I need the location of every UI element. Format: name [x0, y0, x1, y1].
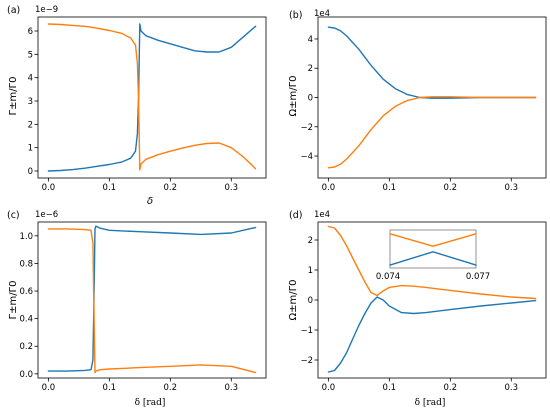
- panel-d-ytick-label: −1: [300, 326, 313, 336]
- inset-xtick-label: 0.074: [376, 272, 400, 282]
- panel-d-ytick-label: 1: [308, 266, 313, 276]
- panel-a-xtick-label: 0.2: [164, 183, 178, 193]
- panel-b-xtick-label: 0.3: [504, 183, 518, 193]
- panel-b-ytick-label: −2: [300, 123, 313, 133]
- panel-a-ytick-label: 6: [28, 27, 33, 37]
- panel-b-ytick-label: −4: [300, 152, 313, 162]
- panel-c-ytick-label: 0.2: [19, 342, 33, 352]
- panel-b-ytick-label: 2: [308, 64, 313, 74]
- panel-b-series-1-line: [327, 96, 537, 169]
- panel-a-axes-frame: [37, 16, 267, 179]
- panel-d-label: (d): [289, 210, 302, 221]
- panel-b-xtick-label: 0.2: [444, 183, 458, 193]
- panel-c-ylabel: Γ±m/Γ0: [8, 281, 19, 320]
- panel-a-xtick-label: 0.1: [103, 183, 117, 193]
- panel-d-offset-text: 1e4: [314, 210, 330, 220]
- panel-a-xtick-label: 0.0: [42, 183, 56, 193]
- panel-b-xtick-label: 0.1: [383, 183, 397, 193]
- panel-c-ytick-label: 0.8: [19, 259, 33, 269]
- panel-d-xlabel: δ [rad]: [415, 398, 446, 408]
- panel-b-label: (b): [289, 10, 302, 21]
- panel-d-xtick-label: 0.0: [322, 383, 336, 393]
- panel-a-label: (a): [7, 5, 20, 16]
- panel-d-xtick-label: 0.2: [444, 383, 458, 393]
- panel-a-xtick-label: 0.3: [224, 183, 238, 193]
- panel-a-plot: 0.0 0.1 0.2 0.3 0 1 2 3 4 5 6: [28, 16, 267, 193]
- panel-c-xtick-label: 0.3: [224, 383, 238, 393]
- panel-b: (b) 1e4 Ω±m/Γ0 0.0 0.1 0.2 0.3 −4 −2 0 2 4: [288, 9, 547, 193]
- panel-c-label: (c): [7, 210, 20, 221]
- panel-d-plot: 0.0 0.1 0.2 0.3 −2 −1 0 1 2: [300, 221, 547, 393]
- panel-a-ytick-label: 4: [28, 74, 33, 84]
- panel-b-series-0-line: [327, 26, 537, 99]
- panel-b-plot: 0.0 0.1 0.2 0.3 −4 −2 0 2 4: [300, 16, 547, 193]
- inset-series-1-line: [389, 251, 477, 266]
- panel-c: (c) 1e−6 Γ±m/Γ0 δ [rad] 0.0 0.1 0.2 0.30.00…: [7, 210, 267, 408]
- panel-c-offset-text: 1e−6: [35, 210, 58, 220]
- inset-series-0-line: [389, 233, 477, 247]
- panel-d-ytick-label: 0: [308, 296, 313, 306]
- panel-a-series-1-line: [47, 23, 257, 171]
- panel-d-xtick-label: 0.3: [504, 383, 518, 393]
- panel-a: (a) 1e−9 Γ±m/Γ0 δ 0.0 0.1 0.2 0.3 0 1 2 3 4 5 6: [7, 5, 267, 207]
- panel-a-ylabel: Γ±m/Γ0: [8, 77, 19, 116]
- panel-d-xtick-label: 0.1: [383, 383, 397, 393]
- panel-c-series-0-line: [47, 225, 257, 372]
- panel-d-inset: 0.074 0.077: [376, 229, 490, 282]
- panel-d: (d) 1e4 Ω±m/Γ0 δ [rad] 0.0 0.1 0.2 0.3−2−10…: [288, 210, 547, 408]
- panel-d-ytick-label: 2: [308, 236, 313, 246]
- panel-c-xtick-label: 0.1: [103, 383, 117, 393]
- panel-c-axes-frame: [37, 221, 267, 379]
- panel-a-ytick-label: 3: [28, 97, 33, 107]
- panel-c-xtick-label: 0.2: [164, 383, 178, 393]
- panel-a-ytick-label: 1: [28, 144, 33, 154]
- panel-d-ytick-label: −2: [300, 356, 313, 366]
- panel-b-ytick-label: 0: [308, 94, 313, 104]
- panel-c-ytick-label: 0.6: [19, 287, 33, 297]
- panel-c-ytick-label: 1.0: [19, 232, 33, 242]
- panel-d-series-0-line: [327, 296, 537, 373]
- panel-d-ylabel: Ω±m/Γ0: [288, 279, 299, 320]
- panel-d-series-1-line: [327, 225, 537, 300]
- inset-xtick-label: 0.077: [466, 272, 490, 282]
- panel-a-ytick-label: 5: [28, 50, 33, 60]
- panel-c-series-1-line: [47, 228, 257, 374]
- panel-b-offset-text: 1e4: [314, 9, 330, 19]
- panel-b-ylabel: Ω±m/Γ0: [288, 75, 299, 116]
- panel-b-ytick-label: 4: [308, 35, 313, 45]
- panel-c-xtick-label: 0.0: [42, 383, 56, 393]
- panel-c-xlabel: δ [rad]: [135, 398, 166, 408]
- panel-c-ytick-label: 0.0: [19, 370, 33, 380]
- panel-a-ytick-label: 0: [28, 167, 33, 177]
- panel-a-offset-text: 1e−9: [35, 5, 58, 15]
- panel-a-series-0-line: [47, 23, 257, 172]
- panel-c-plot: 0.0 0.1 0.2 0.3 0.0 0.2 0.4 0.6 0.8 1.0: [19, 221, 267, 393]
- panel-b-xtick-label: 0.0: [322, 183, 336, 193]
- panel-a-xlabel: δ: [147, 196, 153, 207]
- panel-a-ytick-label: 2: [28, 120, 33, 130]
- panel-c-ytick-label: 0.4: [19, 315, 33, 325]
- inset-frame: [389, 229, 477, 269]
